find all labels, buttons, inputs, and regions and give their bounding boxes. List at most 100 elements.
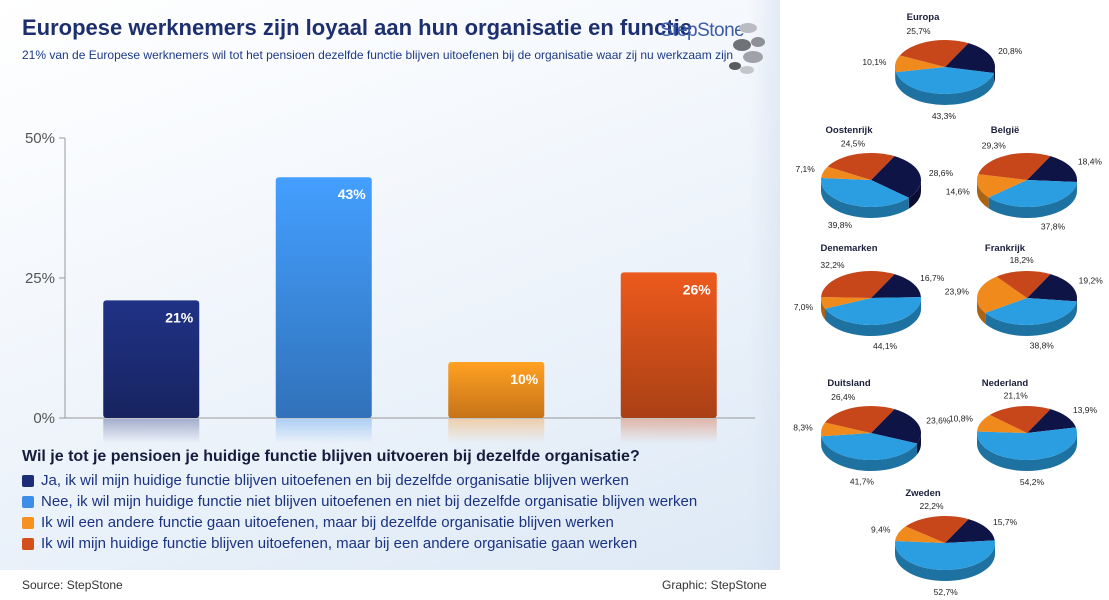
legend-swatch [22, 495, 34, 508]
bar [620, 272, 717, 418]
pie-chart: 23,6% 41,7% 8,3% 26,4% Duitsland [793, 378, 951, 487]
legend-label: Ik wil een andere functie gaan uitoefene… [41, 514, 614, 531]
pie-slice-label: 32,2% [820, 260, 845, 270]
page-subtitle: 21% van de Europese werknemers wil tot h… [22, 48, 734, 62]
pie-slice-label: 23,6% [926, 415, 951, 425]
pie-chart-title: België [991, 125, 1020, 136]
pie-chart-title: Europa [907, 12, 940, 23]
bar-reflection [103, 419, 200, 443]
pie-side [908, 180, 921, 209]
pie-slice-label: 7,1% [795, 164, 815, 174]
main-panel: Europese werknemers zijn loyaal aan hun … [0, 0, 780, 570]
pie-slice-label: 20,8% [998, 46, 1023, 56]
pie-slice [977, 276, 1027, 313]
pie-slice-label: 23,9% [945, 287, 970, 297]
pie-chart: 19,2% 38,8% 23,9% 18,2%Frankrijk [945, 243, 1103, 351]
pie-slice [899, 39, 969, 67]
pie-slice [1027, 409, 1076, 433]
pie-slice-label: 26,4% [831, 392, 856, 402]
bar-chart: 0% 25% 50% 21% 43% 10% 26% [25, 130, 755, 443]
legend-label: Ik wil mijn huidige functie blijven uito… [41, 535, 638, 552]
pie-side [985, 301, 1077, 336]
pie-chart: 18,4% 37,8% 14,6% 29,3% België [946, 125, 1103, 232]
pie-side [825, 298, 921, 336]
pie-slice-label: 28,6% [929, 168, 954, 178]
pie-slice-label: 10,1% [862, 57, 887, 67]
pie-slice [827, 152, 895, 180]
pie-side [977, 180, 989, 209]
pie-slice [821, 270, 895, 298]
pie-slice-label: 9,4% [871, 524, 891, 534]
pie-slice [895, 540, 995, 570]
pie-slice-label: 18,2% [1010, 255, 1035, 265]
pie-chart: 13,9% 54,2% 10,8% 21,1% Nederland [949, 378, 1098, 487]
pie-slice [978, 153, 1051, 180]
legend-swatch [22, 474, 34, 487]
pie-slice [895, 55, 945, 73]
country-pie-charts: 20,8% 43,3% 10,1% 25,7% Europa 28,6% 39,8% 7,1%… [793, 12, 1103, 597]
pie-side [977, 298, 986, 324]
pie-slice-label: 43,3% [932, 111, 957, 121]
pie-slice-label: 41,7% [850, 477, 875, 487]
pie-slice [824, 406, 895, 433]
pie-slice-label: 7,0% [794, 302, 814, 312]
pie-side [821, 180, 909, 218]
pie-side [988, 181, 1077, 218]
pie-slice-label: 54,2% [1020, 477, 1045, 487]
pie-slice [1027, 156, 1077, 182]
pie-slice [871, 156, 921, 198]
pie-slice [895, 67, 994, 94]
bar [103, 300, 200, 418]
pie-chart-title: Nederland [982, 378, 1029, 389]
pie-slice [871, 274, 921, 298]
pie-slice-label: 37,8% [1041, 222, 1066, 232]
pie-side [821, 298, 826, 320]
pie-slice-label: 38,8% [1030, 341, 1055, 351]
pie-side [977, 433, 1077, 471]
bar [448, 362, 545, 418]
pie-slice [821, 178, 909, 207]
pie-side [917, 433, 921, 455]
pie-slice [989, 406, 1051, 433]
bar-reflection [275, 419, 372, 443]
pie-slice [821, 297, 871, 309]
pie-slice [821, 166, 871, 180]
legend-label: Ja, ik wil mijn huidige functie blijven … [41, 472, 629, 489]
pie-slice [977, 414, 1027, 433]
pie-slice-label: 25,7% [906, 26, 931, 36]
pie-side [993, 67, 995, 85]
bar-value-label: 21% [165, 309, 194, 325]
pie-side [895, 72, 994, 105]
pie-slice [821, 422, 871, 437]
pie-slice-label: 39,8% [828, 220, 853, 230]
legend-label: Nee, ik wil mijn huidige functie niet bl… [41, 493, 698, 510]
y-tick-label: 50% [25, 130, 55, 147]
pie-chart: 20,8% 43,3% 10,1% 25,7% Europa [862, 12, 1022, 121]
pie-slice-label: 10,8% [949, 413, 974, 423]
legend-item-ja: Ja, ik wil mijn huidige functie blijven … [22, 470, 697, 491]
pie-side [895, 543, 995, 581]
pie-slice [871, 409, 921, 444]
pie-slice [1027, 274, 1077, 302]
bar-value-label: 10% [510, 371, 539, 387]
legend-item-andere-functie: Ik wil een andere functie gaan uitoefene… [22, 512, 697, 533]
pie-slice [977, 174, 1027, 198]
page-title: Europese werknemers zijn loyaal aan hun … [22, 15, 692, 40]
pie-slice [821, 433, 918, 461]
stepstone-logo: StepStone [660, 20, 770, 80]
pie-chart-title: Denemarken [820, 243, 877, 254]
pie-chart: 15,7% 52,7% 9,4% 22,2% Zweden [871, 488, 1018, 597]
pie-slice-label: 19,2% [1079, 275, 1104, 285]
stones-icon [729, 23, 765, 74]
pie-slice-label: 15,7% [993, 517, 1018, 527]
pie-slice-label: 29,3% [982, 140, 1007, 150]
pie-slice [945, 519, 995, 543]
y-tick-label: 25% [25, 270, 55, 287]
pie-side [821, 436, 918, 471]
pie-slice-label: 18,4% [1078, 157, 1103, 167]
pie-slice [988, 180, 1077, 208]
y-tick-label: 0% [33, 410, 55, 427]
pie-slice [996, 271, 1051, 298]
pie-slice-label: 13,9% [1073, 405, 1098, 415]
legend-swatch [22, 537, 34, 550]
